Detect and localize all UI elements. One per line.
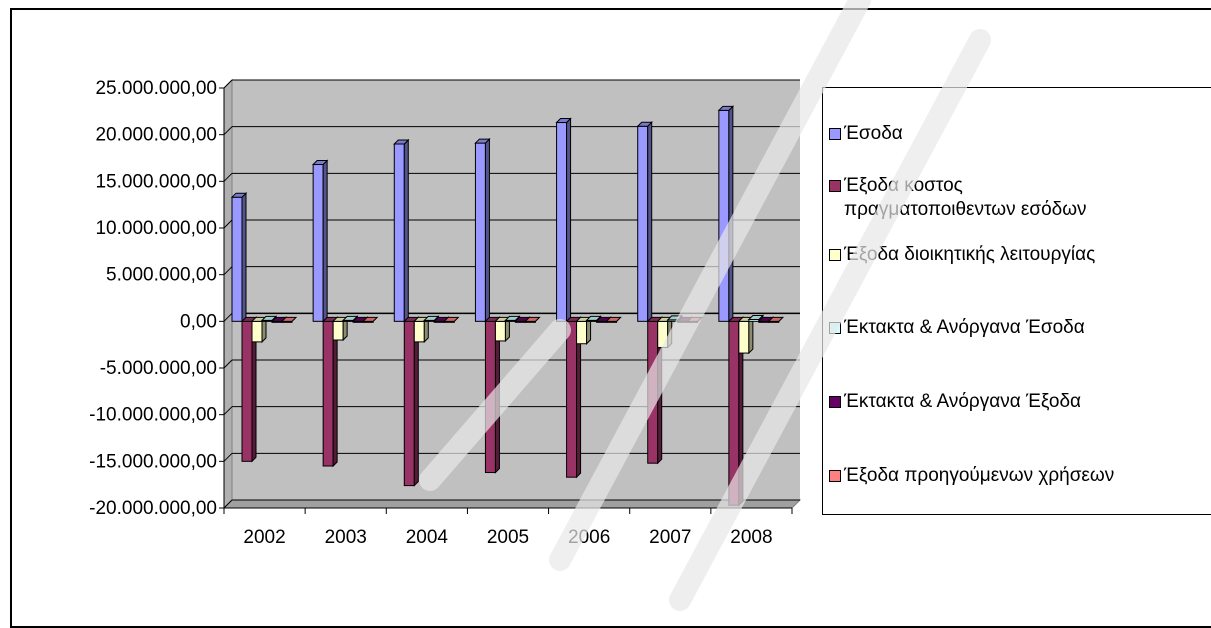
x-tick-label: 2003 [325, 527, 367, 548]
y-tick-label: 10.000.000,00 [95, 218, 217, 239]
bar [321, 316, 339, 468]
legend-label: Έσοδα [844, 123, 903, 144]
gridline-side [223, 452, 233, 462]
floor [222, 499, 802, 509]
y-tick-label: -10.000.000,00 [89, 405, 217, 426]
x-tick-label: 2005 [487, 527, 529, 548]
x-tick-label: 2006 [568, 527, 610, 548]
bar [393, 138, 410, 323]
gridline-side [223, 359, 233, 369]
legend-swatch [829, 470, 841, 482]
legend-label: Έκτακτα & Ανόργανα Έξοδα [844, 391, 1081, 412]
gridline-side [223, 266, 233, 276]
bar [331, 316, 349, 342]
gridline-side [223, 126, 233, 136]
x-tick-label: 2004 [406, 527, 449, 548]
bar [250, 316, 268, 344]
gridline-side [223, 406, 233, 416]
y-tick-label: 25.000.000,00 [95, 78, 217, 99]
bar [737, 316, 755, 355]
gridline-side [223, 79, 233, 89]
legend-item: Έκτακτα & Ανόργανα Έξοδα [823, 390, 1081, 414]
bar [636, 121, 653, 323]
side-wall [223, 78, 233, 510]
bar [717, 105, 735, 323]
y-tick-labels: 25.000.000,00 20.000.000,00 15.000.000,00 1… [89, 78, 217, 519]
bar [656, 316, 673, 349]
bar [280, 316, 298, 323]
legend-swatch [829, 128, 841, 140]
legend-swatch [829, 249, 841, 261]
legend-label: Έξοδα προηγούμενων χρήσεων [844, 465, 1115, 486]
y-tick-label: -5.000.000,00 [100, 358, 217, 379]
bar [311, 159, 329, 323]
bar [555, 117, 572, 323]
x-tick-labels: 2002 2003 2004 2005 2006 2007 2008 [243, 527, 772, 548]
legend-swatch [829, 396, 841, 408]
legend: Έσοδα Έξοδα κοστος πραγματοποιθεντων εσόδ… [822, 87, 1211, 515]
y-tick-label: -20.000.000,00 [89, 498, 217, 519]
legend-swatch [829, 322, 841, 334]
legend-item: Έκτακτα & Ανόργανα Έσοδα [823, 316, 1085, 340]
gridline-side [223, 219, 233, 229]
y-tick-label: -15.000.000,00 [89, 451, 217, 472]
bar [230, 191, 248, 323]
plot-background [222, 78, 802, 510]
legend-item: Έξοδα κοστος πραγματοποιθεντων εσόδων [823, 174, 1087, 222]
y-tick-label: 15.000.000,00 [95, 171, 217, 192]
legend-item: Έξοδα διοικητικής λειτουργίας [823, 243, 1095, 267]
legend-item: Έσοδα [823, 122, 903, 146]
x-tick-label: 2008 [730, 527, 772, 548]
legend-swatch [829, 180, 841, 192]
bar [403, 316, 420, 487]
bar [474, 137, 491, 323]
legend-item: Έξοδα προηγούμενων χρήσεων [823, 464, 1114, 488]
legend-label: Έξοδα κοστος πραγματοποιθεντων εσόδων [844, 175, 1087, 220]
y-tick-label: 0,00 [180, 311, 217, 332]
x-tick-label: 2007 [649, 527, 691, 548]
gridline-side [223, 312, 233, 322]
gridline-side [223, 499, 233, 509]
legend-label: Έξοδα διοικητικής λειτουργίας [844, 244, 1096, 265]
legend-label: Έκτακτα & Ανόργανα Έσοδα [844, 317, 1085, 338]
x-tick-label: 2002 [243, 527, 285, 548]
gridline-side [223, 172, 233, 182]
y-tick-label: 5.000.000,00 [106, 265, 217, 286]
bar [361, 316, 379, 323]
y-tick-label: 20.000.000,00 [95, 125, 217, 146]
